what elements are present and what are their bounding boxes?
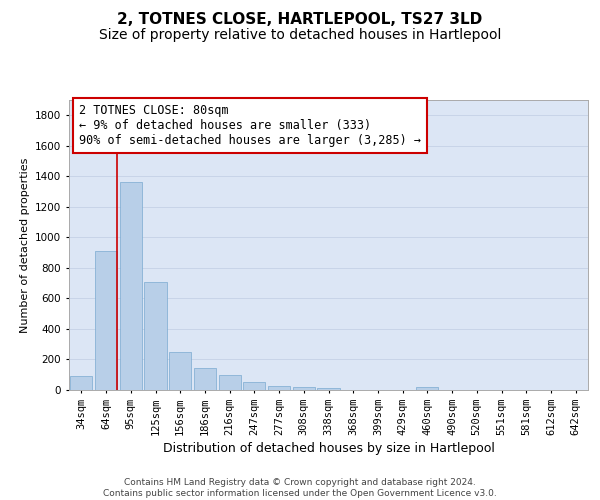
Bar: [317, 388, 340, 390]
Text: 2, TOTNES CLOSE, HARTLEPOOL, TS27 3LD: 2, TOTNES CLOSE, HARTLEPOOL, TS27 3LD: [118, 12, 482, 28]
Bar: [70, 376, 92, 390]
Y-axis label: Number of detached properties: Number of detached properties: [20, 158, 29, 332]
Bar: [194, 368, 216, 390]
Bar: [119, 182, 142, 390]
Bar: [169, 352, 191, 390]
Text: Contains HM Land Registry data © Crown copyright and database right 2024.
Contai: Contains HM Land Registry data © Crown c…: [103, 478, 497, 498]
Bar: [243, 382, 265, 390]
Bar: [416, 388, 439, 390]
Bar: [268, 386, 290, 390]
Bar: [145, 282, 167, 390]
Text: Size of property relative to detached houses in Hartlepool: Size of property relative to detached ho…: [99, 28, 501, 42]
X-axis label: Distribution of detached houses by size in Hartlepool: Distribution of detached houses by size …: [163, 442, 494, 455]
Bar: [95, 251, 117, 390]
Bar: [218, 375, 241, 390]
Bar: [293, 386, 315, 390]
Text: 2 TOTNES CLOSE: 80sqm
← 9% of detached houses are smaller (333)
90% of semi-deta: 2 TOTNES CLOSE: 80sqm ← 9% of detached h…: [79, 104, 421, 148]
